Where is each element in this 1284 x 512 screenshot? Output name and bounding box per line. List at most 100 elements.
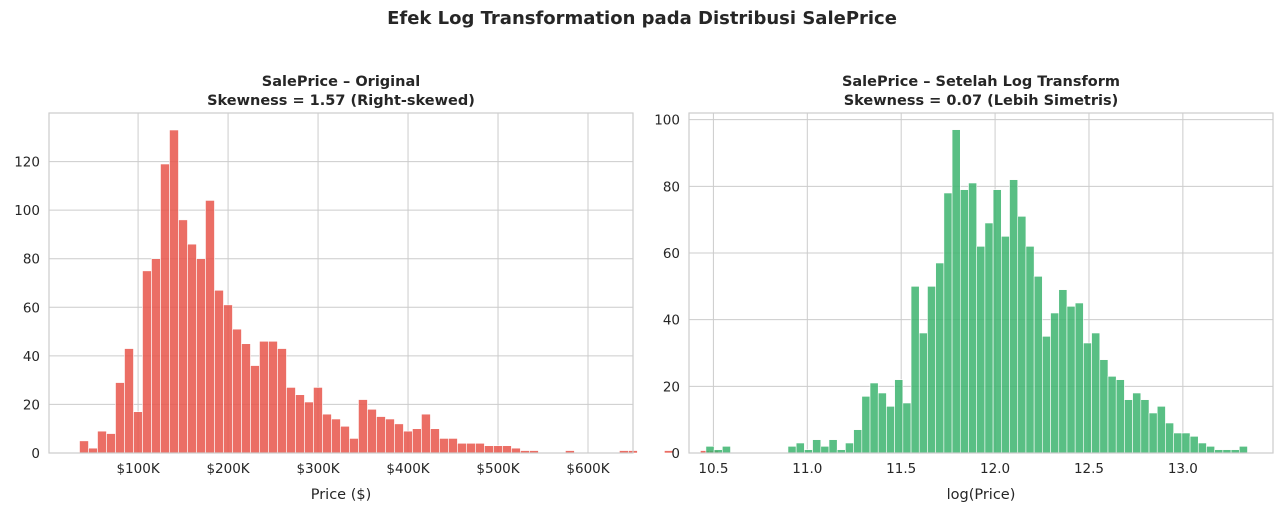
histogram-bar — [511, 447, 521, 454]
histogram-bar — [439, 438, 449, 454]
histogram-bar — [1173, 432, 1183, 454]
histogram-bar — [196, 258, 206, 454]
histogram-bar — [1058, 289, 1068, 454]
x-tick-label: $100K — [116, 461, 160, 477]
histogram-bar — [910, 286, 920, 454]
histogram-bar — [886, 406, 895, 454]
axes-frame — [48, 112, 634, 454]
x-tick-label: 11.0 — [792, 461, 822, 477]
histogram-bar — [169, 129, 179, 454]
histogram-bar — [927, 286, 936, 454]
histogram-bar — [705, 446, 715, 454]
histogram-bar — [845, 442, 854, 454]
histogram-bar — [421, 413, 431, 454]
histogram-bar — [951, 129, 961, 454]
histogram-bar — [340, 425, 350, 454]
histogram-bar — [376, 416, 386, 454]
histogram-bar — [79, 440, 89, 454]
histogram-bar — [1107, 376, 1117, 454]
histogram-bar — [1124, 399, 1133, 454]
histogram-bar — [1091, 332, 1101, 454]
x-axis-label: Price ($) — [311, 487, 372, 503]
histogram-log: 0 20 40 60 80 100 10.5 11.0 11.5 12.0 12.5 13.0 log(… — [654, 74, 1274, 503]
histogram-bar — [1083, 342, 1092, 454]
panel-title: SalePrice – Setelah Log Transform — [842, 74, 1120, 90]
histogram-bar — [259, 340, 269, 454]
histogram-bar — [367, 408, 377, 454]
histogram-bar — [331, 418, 341, 454]
y-tick-label: 80 — [23, 252, 40, 268]
x-tick-label: 10.5 — [698, 461, 728, 477]
histogram-bar — [160, 163, 170, 454]
histogram-bar — [349, 438, 359, 454]
x-tick-label: $600K — [566, 461, 610, 477]
y-tick-label: 60 — [663, 246, 680, 262]
histogram-bar — [722, 446, 731, 454]
histogram-bar — [493, 445, 503, 454]
histogram-bar — [1132, 392, 1142, 454]
histogram-bar — [1197, 442, 1207, 454]
y-tick-label: 40 — [663, 313, 680, 329]
histogram-bar — [795, 442, 805, 454]
histogram-bar — [1009, 179, 1019, 454]
histogram-bar — [448, 438, 458, 454]
histogram-bar — [984, 222, 994, 454]
histogram-bar — [322, 413, 332, 454]
histogram-bar — [250, 365, 260, 454]
histogram-bar — [151, 258, 161, 454]
histogram-bar — [412, 428, 422, 454]
histogram-bar — [484, 445, 494, 454]
histogram-bar — [853, 429, 863, 454]
histogram-bar — [820, 446, 830, 454]
histogram-bar — [115, 382, 125, 454]
histogram-bar — [976, 246, 986, 454]
histogram-bar — [403, 430, 413, 454]
histogram-bar — [457, 442, 467, 454]
x-tick-label: 12.0 — [980, 461, 1010, 477]
axes-frame — [688, 112, 1274, 454]
histogram-bar — [992, 189, 1002, 454]
histogram-bar — [268, 340, 278, 454]
x-tick-label: 13.0 — [1168, 461, 1198, 477]
x-tick-label: $300K — [296, 461, 340, 477]
y-tick-label: 120 — [14, 155, 40, 171]
histogram-bar — [295, 394, 305, 454]
histogram-bar — [1074, 302, 1084, 454]
histogram-bar — [502, 445, 512, 454]
histogram-bar — [1115, 379, 1125, 454]
histogram-bar — [828, 439, 838, 454]
histogram-bar — [1050, 312, 1060, 454]
histogram-bar — [894, 379, 904, 454]
histogram-bar — [968, 182, 977, 454]
panel-title: SalePrice – Original — [262, 74, 420, 90]
y-tick-label: 60 — [23, 300, 40, 316]
x-tick-label: $200K — [206, 461, 250, 477]
histogram-bar — [214, 289, 224, 454]
histogram-bar — [861, 396, 871, 454]
x-tick-label: $400K — [386, 461, 430, 477]
histogram-bar — [178, 219, 188, 454]
histogram-bar — [1148, 412, 1158, 454]
y-tick-label: 80 — [663, 179, 680, 195]
histogram-bar — [1156, 406, 1166, 454]
histogram-bar — [241, 343, 251, 454]
x-tick-label: $500K — [476, 461, 520, 477]
histogram-bar — [1017, 216, 1027, 454]
histogram-bar — [358, 399, 368, 454]
x-tick-label: 12.5 — [1074, 461, 1104, 477]
histogram-bar — [812, 439, 822, 454]
histogram-bar — [1025, 246, 1035, 454]
histogram-bar — [877, 392, 887, 454]
histogram-bar — [124, 348, 134, 454]
histogram-bar — [466, 442, 476, 454]
histogram-bar — [394, 423, 404, 454]
histogram-bar — [1066, 306, 1076, 454]
y-tick-label: 0 — [31, 446, 40, 462]
histogram-bar — [304, 401, 314, 454]
histogram-bar — [1238, 446, 1248, 454]
histogram-bar — [664, 450, 674, 454]
histogram-bar — [97, 430, 107, 454]
histogram-bar — [1033, 276, 1043, 454]
panel-subtitle: Skewness = 0.07 (Lebih Simetris) — [844, 93, 1119, 109]
